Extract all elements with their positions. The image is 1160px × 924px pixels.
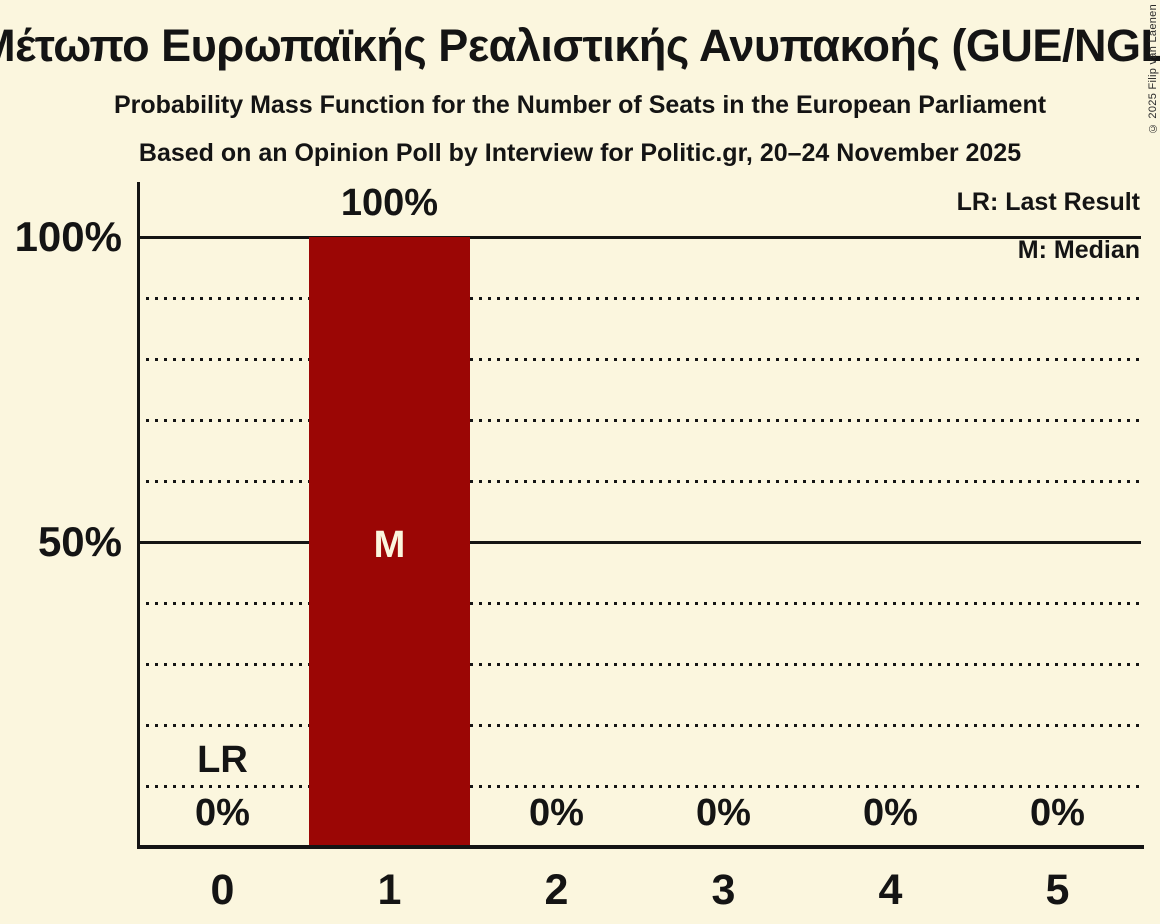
x-axis-tick-label-1: 1 [377, 866, 402, 914]
gridline-dotted-80pct [137, 357, 1141, 361]
chart-subtitle: Probability Mass Function for the Number… [113, 91, 1047, 119]
last-result-marker: LR [197, 738, 248, 781]
x-axis-tick-label-0: 0 [210, 866, 235, 914]
gridline-solid-100pct [137, 235, 1141, 239]
gridline-solid-50pct [137, 540, 1141, 544]
x-axis-tick-label-4: 4 [878, 866, 903, 914]
gridline-dotted-10pct [137, 784, 1141, 788]
bar-value-label-1: 100% [340, 182, 439, 224]
x-axis-tick-label-2: 2 [544, 866, 569, 914]
copyright-text: © 2025 Filip van Laenen [1147, 4, 1159, 135]
gridline-dotted-70pct [137, 418, 1141, 422]
y-axis [137, 182, 140, 849]
x-axis-tick-label-5: 5 [1045, 866, 1070, 914]
bar-value-label-5: 0% [1030, 792, 1085, 834]
median-marker: M [373, 524, 406, 566]
chart-source-line: Based on an Opinion Poll by Interview fo… [138, 139, 1022, 167]
bar-value-label-3: 0% [696, 792, 751, 834]
gridline-dotted-40pct [137, 601, 1141, 605]
gridline-dotted-30pct [137, 662, 1141, 666]
bar-value-label-0: 0% [195, 792, 250, 834]
legend-median: M: Median [1017, 236, 1140, 264]
gridline-dotted-90pct [137, 296, 1141, 300]
gridline-dotted-20pct [137, 723, 1141, 727]
y-axis-tick-label-100pct: 100% [14, 213, 122, 260]
gridline-dotted-60pct [137, 479, 1141, 483]
bar-value-label-4: 0% [863, 792, 918, 834]
x-axis [137, 845, 1144, 849]
legend-last-result: LR: Last Result [956, 188, 1140, 216]
y-axis-tick-label-50pct: 50% [37, 518, 122, 565]
x-axis-tick-label-3: 3 [711, 866, 736, 914]
bar-value-label-2: 0% [529, 792, 584, 834]
chart-title: Μέτωπο Ευρωπαϊκής Ρεαλιστικής Ανυπακοής … [0, 20, 1160, 71]
bar-seats-1 [309, 237, 470, 847]
